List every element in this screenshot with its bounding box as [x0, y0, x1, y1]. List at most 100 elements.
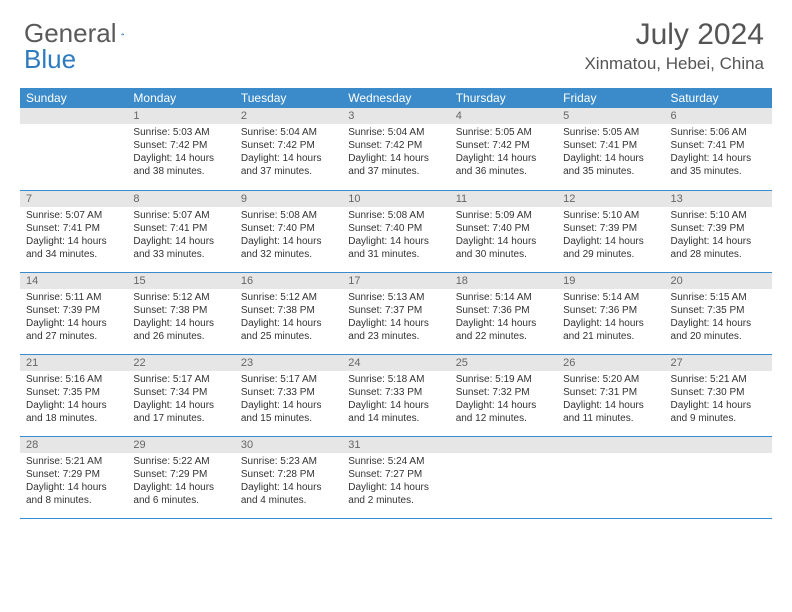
daylight-line: Daylight: 14 hours and 17 minutes. — [133, 399, 228, 425]
logo-sail-icon — [121, 25, 124, 43]
cell-body: Sunrise: 5:19 AMSunset: 7:32 PMDaylight:… — [450, 371, 557, 429]
sunset-line: Sunset: 7:41 PM — [563, 139, 658, 152]
calendar-cell: 6Sunrise: 5:06 AMSunset: 7:41 PMDaylight… — [665, 108, 772, 190]
day-number — [557, 437, 664, 453]
sunset-line: Sunset: 7:39 PM — [563, 222, 658, 235]
cell-body: Sunrise: 5:05 AMSunset: 7:41 PMDaylight:… — [557, 124, 664, 182]
cell-body: Sunrise: 5:17 AMSunset: 7:33 PMDaylight:… — [235, 371, 342, 429]
day-header: Wednesday — [342, 88, 449, 108]
day-header: Monday — [127, 88, 234, 108]
sunrise-line: Sunrise: 5:10 AM — [671, 209, 766, 222]
daylight-line: Daylight: 14 hours and 14 minutes. — [348, 399, 443, 425]
daylight-line: Daylight: 14 hours and 4 minutes. — [241, 481, 336, 507]
day-number: 21 — [20, 355, 127, 371]
sunset-line: Sunset: 7:39 PM — [26, 304, 121, 317]
daylight-line: Daylight: 14 hours and 34 minutes. — [26, 235, 121, 261]
sunset-line: Sunset: 7:32 PM — [456, 386, 551, 399]
sunrise-line: Sunrise: 5:14 AM — [563, 291, 658, 304]
calendar-cell: 29Sunrise: 5:22 AMSunset: 7:29 PMDayligh… — [127, 436, 234, 518]
day-number: 13 — [665, 191, 772, 207]
calendar-cell: 1Sunrise: 5:03 AMSunset: 7:42 PMDaylight… — [127, 108, 234, 190]
calendar-cell: 28Sunrise: 5:21 AMSunset: 7:29 PMDayligh… — [20, 436, 127, 518]
title-block: July 2024 Xinmatou, Hebei, China — [584, 18, 764, 74]
calendar-cell — [20, 108, 127, 190]
day-header: Thursday — [450, 88, 557, 108]
cell-body: Sunrise: 5:22 AMSunset: 7:29 PMDaylight:… — [127, 453, 234, 511]
calendar-cell: 26Sunrise: 5:20 AMSunset: 7:31 PMDayligh… — [557, 354, 664, 436]
day-number: 22 — [127, 355, 234, 371]
daylight-line: Daylight: 14 hours and 37 minutes. — [348, 152, 443, 178]
day-number — [665, 437, 772, 453]
sunrise-line: Sunrise: 5:04 AM — [241, 126, 336, 139]
daylight-line: Daylight: 14 hours and 18 minutes. — [26, 399, 121, 425]
day-number: 3 — [342, 108, 449, 124]
day-header: Saturday — [665, 88, 772, 108]
sunrise-line: Sunrise: 5:14 AM — [456, 291, 551, 304]
cell-body: Sunrise: 5:15 AMSunset: 7:35 PMDaylight:… — [665, 289, 772, 347]
sunrise-line: Sunrise: 5:21 AM — [26, 455, 121, 468]
sunrise-line: Sunrise: 5:22 AM — [133, 455, 228, 468]
sunrise-line: Sunrise: 5:07 AM — [26, 209, 121, 222]
sunrise-line: Sunrise: 5:16 AM — [26, 373, 121, 386]
day-number: 12 — [557, 191, 664, 207]
daylight-line: Daylight: 14 hours and 27 minutes. — [26, 317, 121, 343]
cell-body: Sunrise: 5:21 AMSunset: 7:29 PMDaylight:… — [20, 453, 127, 511]
daylight-line: Daylight: 14 hours and 12 minutes. — [456, 399, 551, 425]
day-number: 5 — [557, 108, 664, 124]
calendar-cell: 15Sunrise: 5:12 AMSunset: 7:38 PMDayligh… — [127, 272, 234, 354]
cell-body: Sunrise: 5:05 AMSunset: 7:42 PMDaylight:… — [450, 124, 557, 182]
calendar-cell: 4Sunrise: 5:05 AMSunset: 7:42 PMDaylight… — [450, 108, 557, 190]
sunset-line: Sunset: 7:41 PM — [26, 222, 121, 235]
sunset-line: Sunset: 7:38 PM — [133, 304, 228, 317]
cell-body: Sunrise: 5:06 AMSunset: 7:41 PMDaylight:… — [665, 124, 772, 182]
cell-body: Sunrise: 5:23 AMSunset: 7:28 PMDaylight:… — [235, 453, 342, 511]
logo-text-2: Blue — [24, 44, 76, 75]
cell-body: Sunrise: 5:17 AMSunset: 7:34 PMDaylight:… — [127, 371, 234, 429]
sunset-line: Sunset: 7:42 PM — [133, 139, 228, 152]
daylight-line: Daylight: 14 hours and 15 minutes. — [241, 399, 336, 425]
daylight-line: Daylight: 14 hours and 22 minutes. — [456, 317, 551, 343]
sunset-line: Sunset: 7:38 PM — [241, 304, 336, 317]
day-header: Sunday — [20, 88, 127, 108]
sunset-line: Sunset: 7:42 PM — [456, 139, 551, 152]
day-number: 11 — [450, 191, 557, 207]
daylight-line: Daylight: 14 hours and 31 minutes. — [348, 235, 443, 261]
day-number: 26 — [557, 355, 664, 371]
sunrise-line: Sunrise: 5:19 AM — [456, 373, 551, 386]
day-number: 23 — [235, 355, 342, 371]
sunrise-line: Sunrise: 5:08 AM — [348, 209, 443, 222]
calendar-table: SundayMondayTuesdayWednesdayThursdayFrid… — [20, 88, 772, 519]
day-number: 9 — [235, 191, 342, 207]
day-header-row: SundayMondayTuesdayWednesdayThursdayFrid… — [20, 88, 772, 108]
calendar-cell: 25Sunrise: 5:19 AMSunset: 7:32 PMDayligh… — [450, 354, 557, 436]
day-number: 4 — [450, 108, 557, 124]
calendar-cell: 23Sunrise: 5:17 AMSunset: 7:33 PMDayligh… — [235, 354, 342, 436]
sunrise-line: Sunrise: 5:17 AM — [241, 373, 336, 386]
daylight-line: Daylight: 14 hours and 11 minutes. — [563, 399, 658, 425]
sunrise-line: Sunrise: 5:03 AM — [133, 126, 228, 139]
calendar-cell — [450, 436, 557, 518]
daylight-line: Daylight: 14 hours and 8 minutes. — [26, 481, 121, 507]
sunrise-line: Sunrise: 5:18 AM — [348, 373, 443, 386]
calendar-cell: 24Sunrise: 5:18 AMSunset: 7:33 PMDayligh… — [342, 354, 449, 436]
day-number: 29 — [127, 437, 234, 453]
sunset-line: Sunset: 7:41 PM — [671, 139, 766, 152]
day-number: 19 — [557, 273, 664, 289]
cell-body: Sunrise: 5:16 AMSunset: 7:35 PMDaylight:… — [20, 371, 127, 429]
month-title: July 2024 — [584, 18, 764, 52]
calendar-head: SundayMondayTuesdayWednesdayThursdayFrid… — [20, 88, 772, 108]
daylight-line: Daylight: 14 hours and 37 minutes. — [241, 152, 336, 178]
calendar-cell: 5Sunrise: 5:05 AMSunset: 7:41 PMDaylight… — [557, 108, 664, 190]
sunset-line: Sunset: 7:35 PM — [26, 386, 121, 399]
sunrise-line: Sunrise: 5:13 AM — [348, 291, 443, 304]
day-number: 17 — [342, 273, 449, 289]
day-number: 6 — [665, 108, 772, 124]
sunset-line: Sunset: 7:31 PM — [563, 386, 658, 399]
daylight-line: Daylight: 14 hours and 6 minutes. — [133, 481, 228, 507]
calendar-cell: 13Sunrise: 5:10 AMSunset: 7:39 PMDayligh… — [665, 190, 772, 272]
calendar-body: 1Sunrise: 5:03 AMSunset: 7:42 PMDaylight… — [20, 108, 772, 518]
cell-body: Sunrise: 5:10 AMSunset: 7:39 PMDaylight:… — [557, 207, 664, 265]
daylight-line: Daylight: 14 hours and 20 minutes. — [671, 317, 766, 343]
cell-body: Sunrise: 5:12 AMSunset: 7:38 PMDaylight:… — [235, 289, 342, 347]
sunset-line: Sunset: 7:40 PM — [456, 222, 551, 235]
